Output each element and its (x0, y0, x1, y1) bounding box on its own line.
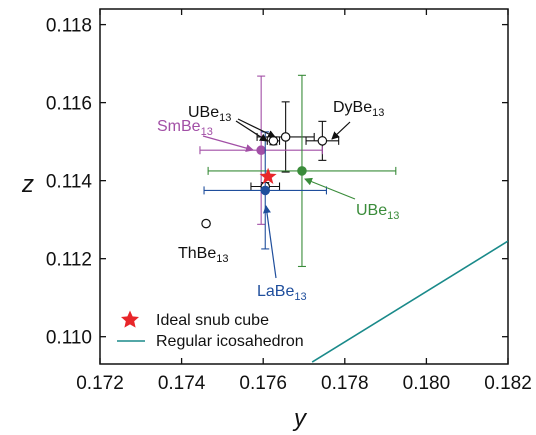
x-tick-label: 0.182 (484, 373, 532, 394)
series-line-icosahedron (311, 240, 508, 363)
annotation-text: DyBe (333, 99, 372, 116)
y-tick-label: 0.116 (46, 94, 92, 115)
annotation-ube13-top: UBe13 (188, 104, 276, 142)
star-marker (259, 167, 277, 185)
svg-text:DyBe13: DyBe13 (333, 99, 384, 119)
legend-label: Regular icosahedron (156, 333, 304, 350)
legend: Ideal snub cube Regular icosahedron (117, 310, 304, 350)
point-marker (256, 145, 266, 156)
plot-area (99, 8, 509, 365)
star-group (259, 167, 277, 185)
annotation-thbe13: ThBe13 (178, 245, 229, 265)
y-tick-label: 0.114 (46, 172, 93, 193)
x-axis-ticks: 0.172 0.174 0.176 0.178 0.180 0.182 (76, 9, 532, 394)
annotation-text: UBe (356, 202, 387, 219)
data-point (207, 74, 397, 268)
legend-star-icon (121, 310, 139, 328)
annotation-subscript: 13 (201, 126, 213, 138)
svg-text:SmBe13: SmBe13 (157, 118, 213, 138)
svg-text:UBe13: UBe13 (356, 202, 399, 222)
point-marker (297, 166, 307, 176)
x-tick-label: 0.174 (158, 373, 206, 394)
arrow (235, 120, 268, 142)
x-tick-label: 0.176 (239, 373, 287, 394)
y-tick-label: 0.110 (46, 328, 92, 349)
data-point (203, 131, 327, 250)
arrow (237, 118, 276, 138)
arrow (202, 135, 254, 152)
annotation-smbe13: SmBe13 (157, 118, 254, 152)
svg-text:ThBe13: ThBe13 (178, 245, 229, 265)
annotation-subscript: 13 (294, 291, 306, 303)
y-tick-label: 0.112 (46, 250, 92, 271)
data-point (305, 120, 340, 161)
arrow (263, 205, 277, 279)
annotation-text: LaBe (257, 283, 294, 300)
svg-text:LaBe13: LaBe13 (257, 283, 307, 303)
data-point (266, 136, 281, 146)
legend-label: Ideal snub cube (156, 312, 269, 329)
annotation-text: UBe (188, 104, 219, 121)
legend-entry-line: Regular icosahedron (117, 333, 304, 350)
x-axis-label: y (292, 405, 308, 432)
annotation-text: ThBe (178, 245, 216, 262)
point-marker (201, 218, 211, 229)
arrow (331, 121, 351, 140)
series-line-group (311, 240, 508, 363)
y-axis-label: z (21, 171, 34, 198)
y-tick-label: 0.118 (46, 16, 92, 37)
point-marker (280, 132, 291, 142)
x-tick-label: 0.178 (321, 373, 369, 394)
annotation-text: SmBe (157, 118, 201, 135)
point-marker (268, 136, 279, 146)
legend-entry-star: Ideal snub cube (121, 310, 269, 329)
x-tick-label: 0.172 (76, 373, 124, 394)
y-axis-ticks: 0.110 0.112 0.114 0.116 0.118 (46, 16, 508, 349)
points-group (199, 74, 397, 268)
svg-text:UBe13: UBe13 (188, 104, 231, 124)
point-marker (317, 136, 328, 146)
annotation-dybe13: DyBe13 (331, 99, 384, 140)
arrow (304, 177, 356, 200)
annotation-subscript: 13 (216, 253, 228, 265)
x-tick-label: 0.180 (403, 373, 451, 394)
plot-frame (99, 8, 509, 365)
data-point (201, 218, 211, 229)
annotation-ube13-green: UBe13 (304, 177, 399, 222)
point-marker (260, 185, 271, 196)
annotation-subscript: 13 (387, 210, 399, 222)
annotation-subscript: 13 (372, 107, 384, 119)
annotation-subscript: 13 (219, 112, 231, 124)
data-point (199, 75, 323, 225)
data-point (256, 101, 315, 173)
annotation-labe13: LaBe13 (257, 205, 307, 303)
